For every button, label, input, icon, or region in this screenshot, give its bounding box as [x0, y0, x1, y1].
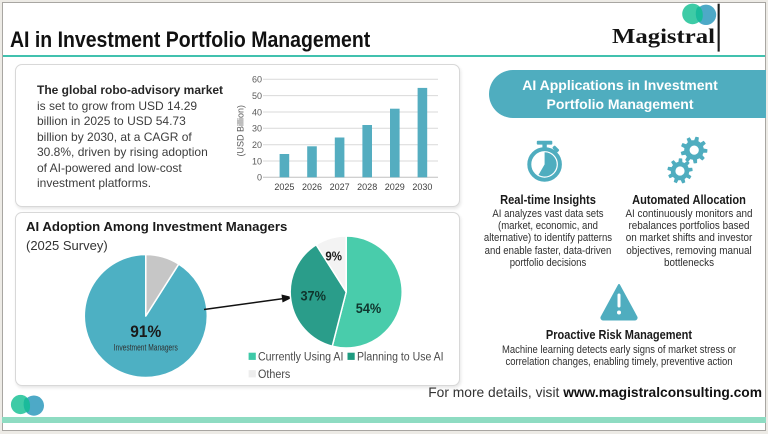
- svg-text:Planning to Use AI: Planning to Use AI: [357, 352, 444, 364]
- svg-text:2029: 2029: [385, 182, 405, 192]
- svg-text:20: 20: [252, 140, 262, 150]
- svg-text:60: 60: [252, 75, 262, 85]
- svg-text:10: 10: [252, 156, 262, 166]
- svg-text:Currently Using AI: Currently Using AI: [258, 352, 343, 364]
- svg-text:91%: 91%: [130, 323, 161, 341]
- svg-text:2027: 2027: [330, 182, 350, 192]
- svg-text:(USD Billion): (USD Billion): [236, 105, 246, 157]
- svg-text:Others: Others: [258, 369, 291, 381]
- svg-text:54%: 54%: [356, 300, 382, 316]
- svg-text:2025: 2025: [274, 182, 294, 192]
- svg-text:9%: 9%: [325, 248, 342, 263]
- svg-text:2028: 2028: [357, 182, 377, 192]
- svg-text:2030: 2030: [412, 182, 432, 192]
- svg-text:2026: 2026: [302, 182, 322, 192]
- svg-text:50: 50: [252, 91, 262, 101]
- svg-text:0: 0: [257, 173, 262, 183]
- svg-text:Magistral: Magistral: [612, 24, 715, 48]
- svg-text:37%: 37%: [300, 288, 326, 304]
- svg-text:40: 40: [252, 107, 262, 117]
- svg-text:Investment Managers: Investment Managers: [114, 343, 178, 354]
- svg-text:30: 30: [252, 124, 262, 134]
